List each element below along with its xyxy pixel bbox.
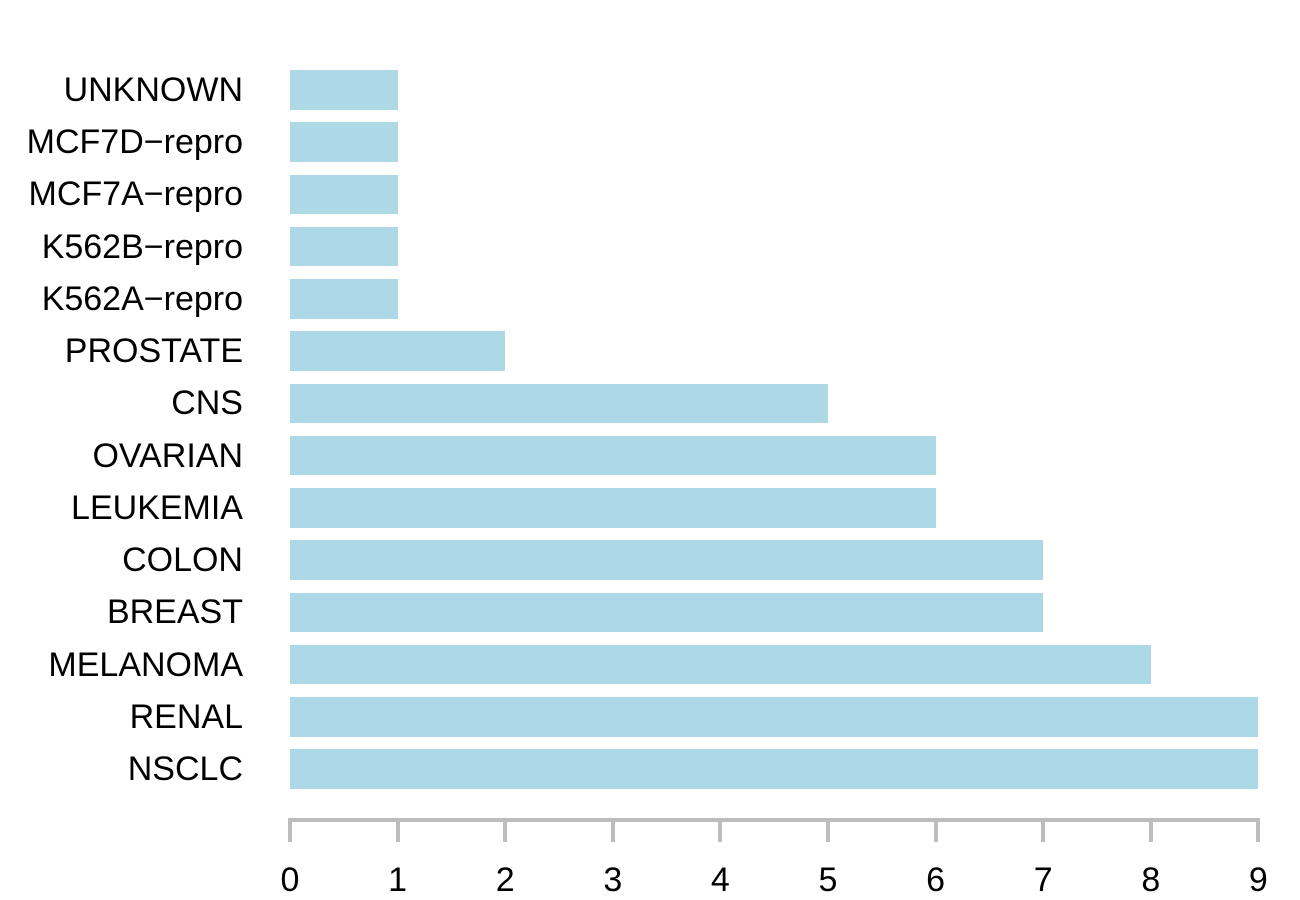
- x-axis-tick-label: 7: [1033, 861, 1053, 899]
- x-axis-tick: [718, 818, 723, 842]
- x-axis-tick: [1256, 818, 1261, 842]
- bar: [290, 279, 398, 319]
- x-axis-tick: [610, 818, 615, 842]
- x-axis-tick: [826, 818, 830, 842]
- y-axis-category-label: RENAL: [129, 697, 243, 736]
- x-axis-tick-label: 1: [388, 861, 408, 899]
- x-axis-tick-label: 4: [710, 861, 730, 899]
- x-axis-tick-label: 9: [1248, 861, 1268, 899]
- bar: [290, 122, 398, 162]
- y-axis-category-label: K562B−repro: [41, 227, 243, 266]
- bar: [290, 488, 936, 528]
- x-axis-line: [288, 818, 1261, 822]
- y-axis-category-label: MCF7A−repro: [28, 175, 243, 214]
- x-axis-tick: [933, 818, 938, 842]
- x-axis-tick: [395, 818, 400, 842]
- x-axis-tick: [1041, 818, 1046, 842]
- bar: [290, 592, 1044, 633]
- x-axis-tick-label: 8: [1141, 861, 1161, 899]
- y-axis-category-label: COLON: [122, 541, 243, 580]
- x-axis-tick-label: 6: [926, 861, 946, 899]
- x-axis-tick: [288, 818, 292, 842]
- bar: [290, 540, 1044, 580]
- y-axis-category-label: UNKNOWN: [63, 70, 243, 109]
- bar: [290, 697, 1259, 737]
- y-axis-category-label: CNS: [171, 384, 243, 423]
- bar: [290, 644, 1151, 685]
- y-axis-category-label: MCF7D−repro: [26, 123, 243, 161]
- bar: [290, 70, 398, 110]
- bar: [290, 331, 506, 371]
- y-axis-category-label: LEUKEMIA: [71, 488, 243, 527]
- bar: [290, 435, 936, 476]
- x-axis-tick-label: 3: [603, 861, 623, 899]
- bar: [290, 226, 398, 267]
- bar: [290, 174, 398, 215]
- y-axis-category-label: MELANOMA: [48, 645, 243, 684]
- x-axis-tick-label: 5: [818, 861, 838, 899]
- x-axis-tick-label: 2: [495, 861, 515, 899]
- x-axis-tick: [503, 818, 508, 842]
- y-axis-category-label: NSCLC: [127, 750, 243, 789]
- y-axis-category-label: PROSTATE: [64, 332, 243, 371]
- y-axis-category-label: OVARIAN: [92, 436, 243, 475]
- x-axis-tick: [1148, 818, 1153, 842]
- bar: [290, 749, 1259, 789]
- y-axis-category-label: BREAST: [106, 593, 243, 632]
- x-axis-tick-label: 0: [280, 861, 300, 899]
- y-axis-category-label: K562A−repro: [41, 279, 243, 318]
- bar: [290, 383, 828, 424]
